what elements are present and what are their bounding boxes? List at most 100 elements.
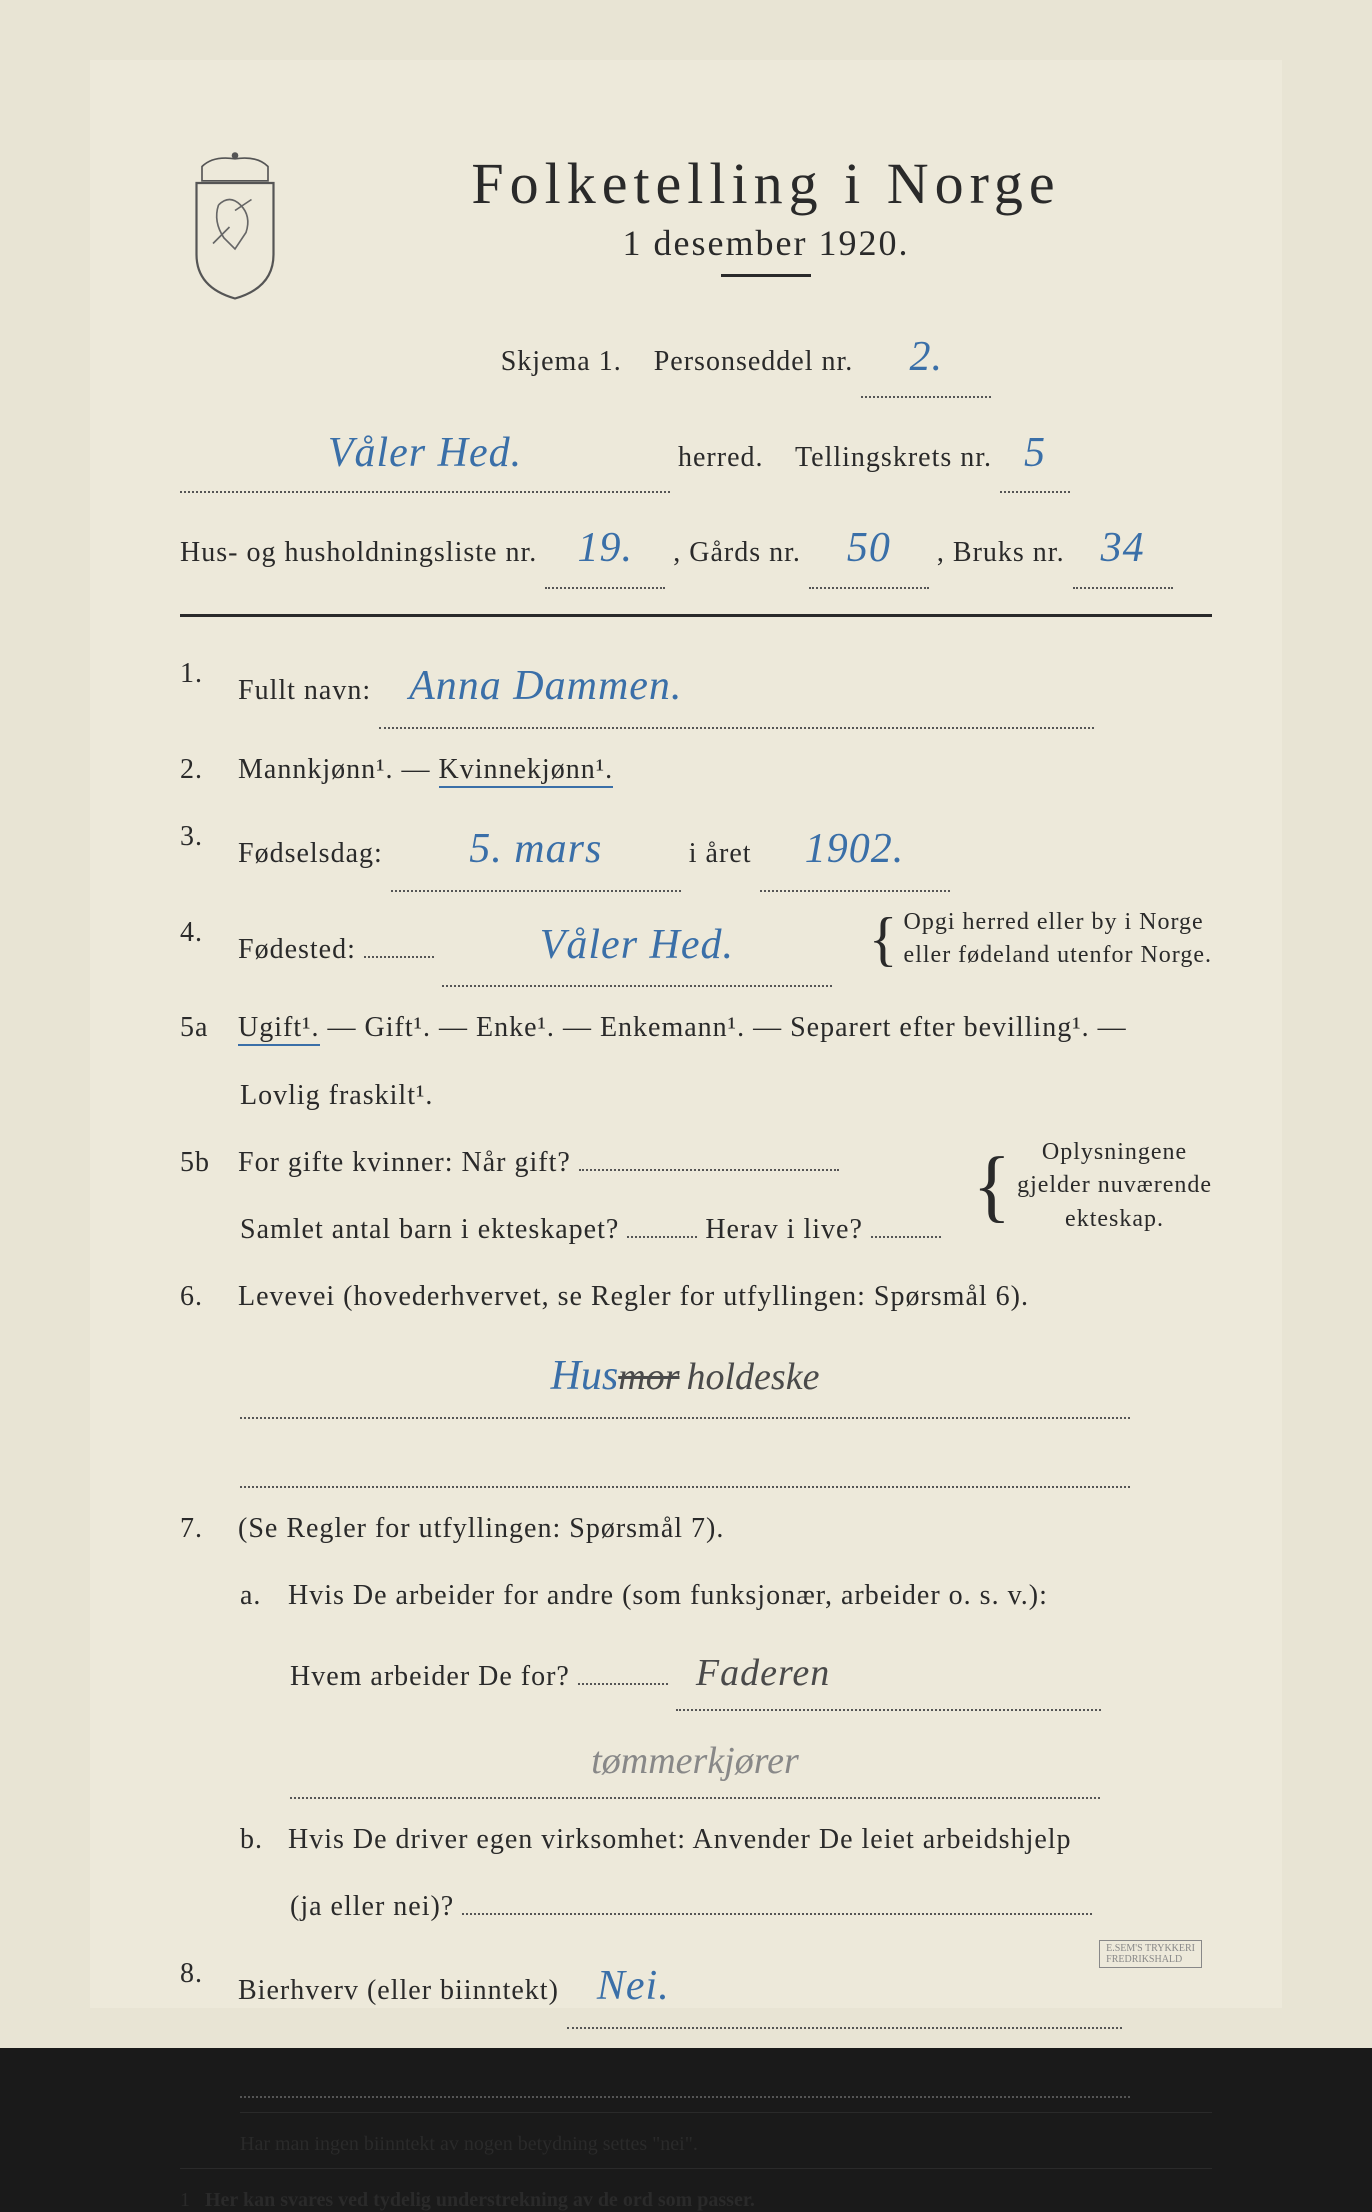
brace-icon: { [973, 1166, 1012, 1206]
brace-icon: { [869, 924, 899, 954]
footnote-num: 1 [180, 2189, 190, 2211]
q4-row: 4. Fødested: Våler Hed. { Opgi herred el… [180, 906, 1212, 988]
q3-num: 3. [180, 810, 230, 863]
q5b-label2: Samlet antal barn i ekteskapet? [240, 1214, 619, 1245]
q7a-value2: tømmerkjører [290, 1725, 1100, 1799]
q3-day: 5. mars [391, 810, 681, 892]
skjema-label: Skjema 1. [501, 346, 622, 377]
q5b-label1: For gifte kvinner: Når gift? [238, 1147, 571, 1178]
q5b-label3: Herav i live? [705, 1214, 863, 1245]
q5a-enkemann: Enkemann¹. [600, 1012, 745, 1043]
main-title: Folketelling i Norge [320, 150, 1212, 217]
q7a-letter: a. [240, 1569, 280, 1622]
q2-row: 2. Mannkjønn¹. — Kvinnekjønn¹. [180, 743, 1212, 796]
herred-label: herred. [678, 442, 764, 473]
q5a-row: 5a Ugift¹. — Gift¹. — Enke¹. — Enkemann¹… [180, 1001, 1212, 1054]
q7a-line1: Hvis De arbeider for andre (som funksjon… [288, 1580, 1048, 1611]
q5a-gift: Gift¹. [365, 1012, 432, 1043]
tellingskrets-label: Tellingskrets nr. [795, 442, 992, 473]
q2-mann: Mannkjønn¹. [238, 754, 394, 785]
q5b-live-field [871, 1236, 941, 1238]
gards-nr: 50 [809, 511, 929, 589]
q7a-row2: Hvem arbeider De for? Faderen [180, 1637, 1212, 1711]
document-paper: Folketelling i Norge 1 desember 1920. Sk… [90, 60, 1282, 2008]
page-background: Folketelling i Norge 1 desember 1920. Sk… [0, 0, 1372, 2048]
q5a-ugift: Ugift¹. [238, 1012, 320, 1046]
q2-kvinne: Kvinnekjønn¹. [439, 754, 614, 788]
q8-row: 8. Bierhverv (eller biinntekt) Nei. [180, 1947, 1212, 2029]
husliste-label: Hus- og husholdningsliste nr. [180, 537, 537, 568]
q2-dash: — [402, 754, 439, 785]
q7b-line1: Hvis De driver egen virksomhet: Anvender… [288, 1824, 1072, 1855]
q7a-row3: tømmerkjører [180, 1725, 1212, 1799]
q5b-gift-field [579, 1169, 839, 1171]
q5a-num: 5a [180, 1001, 230, 1054]
q7-label: (Se Regler for utfyllingen: Spørsmål 7). [238, 1513, 724, 1544]
q8-num: 8. [180, 1947, 230, 2000]
q7a-line2: Hvem arbeider De for? [290, 1661, 570, 1692]
hus-line: Hus- og husholdningsliste nr. 19. , Gård… [180, 511, 1212, 589]
q1-row: 1. Fullt navn: Anna Dammen. [180, 647, 1212, 729]
q7-row: 7. (Se Regler for utfyllingen: Spørsmål … [180, 1502, 1212, 1555]
q8-blank-row [180, 2043, 1212, 2098]
q3-row: 3. Fødselsdag: 5. mars i året 1902. [180, 810, 1212, 892]
herred-line: Våler Hed. herred. Tellingskrets nr. 5 [180, 416, 1212, 494]
divider-1 [180, 614, 1212, 617]
bruks-label: , Bruks nr. [937, 537, 1065, 568]
q6-value-row: Husmor holdeske [180, 1337, 1212, 1419]
q7b-line2: (ja eller nei)? [290, 1891, 454, 1922]
q8-value: Nei. [567, 1947, 1122, 2029]
husliste-nr: 19. [545, 511, 665, 589]
title-block: Folketelling i Norge 1 desember 1920. [320, 140, 1212, 302]
q5a-separert: Separert efter bevilling¹. [790, 1012, 1090, 1043]
q6-blank-row [180, 1433, 1212, 1488]
q4-value: Våler Hed. [442, 906, 832, 988]
gards-label: , Gårds nr. [673, 537, 801, 568]
q1-label: Fullt navn: [238, 675, 371, 706]
q3-label: Fødselsdag: [238, 838, 383, 869]
q7b-field [462, 1913, 1092, 1915]
q1-value: Anna Dammen. [379, 647, 1094, 729]
tellingskrets-nr: 5 [1000, 416, 1070, 494]
q4-num: 4. [180, 906, 230, 959]
q5a-row2: Lovlig fraskilt¹. [180, 1069, 1212, 1122]
q3-mid: i året [689, 838, 752, 869]
bruks-nr: 34 [1073, 511, 1173, 589]
divider-3 [180, 2168, 1212, 2169]
herred-value: Våler Hed. [180, 416, 670, 494]
q7a-row1: a. Hvis De arbeider for andre (som funks… [180, 1569, 1212, 1622]
divider-2 [240, 2112, 1212, 2113]
q5b-num: 5b [180, 1136, 230, 1189]
q3-year: 1902. [760, 810, 950, 892]
q8-label: Bierhverv (eller biinntekt) [238, 1975, 559, 2006]
q5a-fraskilt: Lovlig fraskilt¹. [240, 1080, 433, 1111]
q7a-value1: Faderen [676, 1637, 1101, 1711]
q2-num: 2. [180, 743, 230, 796]
q7-num: 7. [180, 1502, 230, 1555]
q7b-row1: b. Hvis De driver egen virksomhet: Anven… [180, 1813, 1212, 1866]
q7b-letter: b. [240, 1813, 280, 1866]
q5b-row: 5b For gifte kvinner: Når gift? Samlet a… [180, 1136, 1212, 1256]
q5b-barn-field [627, 1236, 697, 1238]
q1-num: 1. [180, 647, 230, 700]
q4-label: Fødested: [238, 934, 356, 965]
q6-num: 6. [180, 1270, 230, 1323]
q5a-enke: Enke¹. [476, 1012, 555, 1043]
subtitle-date: 1 desember 1920. [320, 222, 1212, 264]
printer-stamp: E.SEM'S TRYKKERIFREDRIKSHALD [1099, 1940, 1202, 1968]
q6-row: 6. Levevei (hovederhvervet, se Regler fo… [180, 1270, 1212, 1323]
q4-sidenote: Opgi herred eller by i Norge eller fødel… [904, 906, 1212, 973]
coat-of-arms-icon [180, 150, 290, 300]
personseddel-nr: 2. [861, 320, 991, 398]
q5b-sidenote: Oplysningene gjelder nuværende ekteskap. [1017, 1136, 1212, 1237]
footer-note1: Har man ingen biinntekt av nogen betydni… [180, 2133, 1212, 2156]
header: Folketelling i Norge 1 desember 1920. [180, 140, 1212, 302]
skjema-line: Skjema 1. Personseddel nr. 2. [280, 320, 1212, 398]
personseddel-label: Personseddel nr. [654, 346, 854, 377]
q7b-row2: (ja eller nei)? [180, 1880, 1212, 1933]
title-rule [721, 274, 811, 277]
footer-note2: 1 Her kan svares ved tydelig understrekn… [180, 2189, 1212, 2212]
q6-label: Levevei (hovederhvervet, se Regler for u… [238, 1281, 1029, 1312]
shield-svg [180, 150, 290, 304]
footnote-text: Her kan svares ved tydelig understreknin… [205, 2189, 755, 2211]
